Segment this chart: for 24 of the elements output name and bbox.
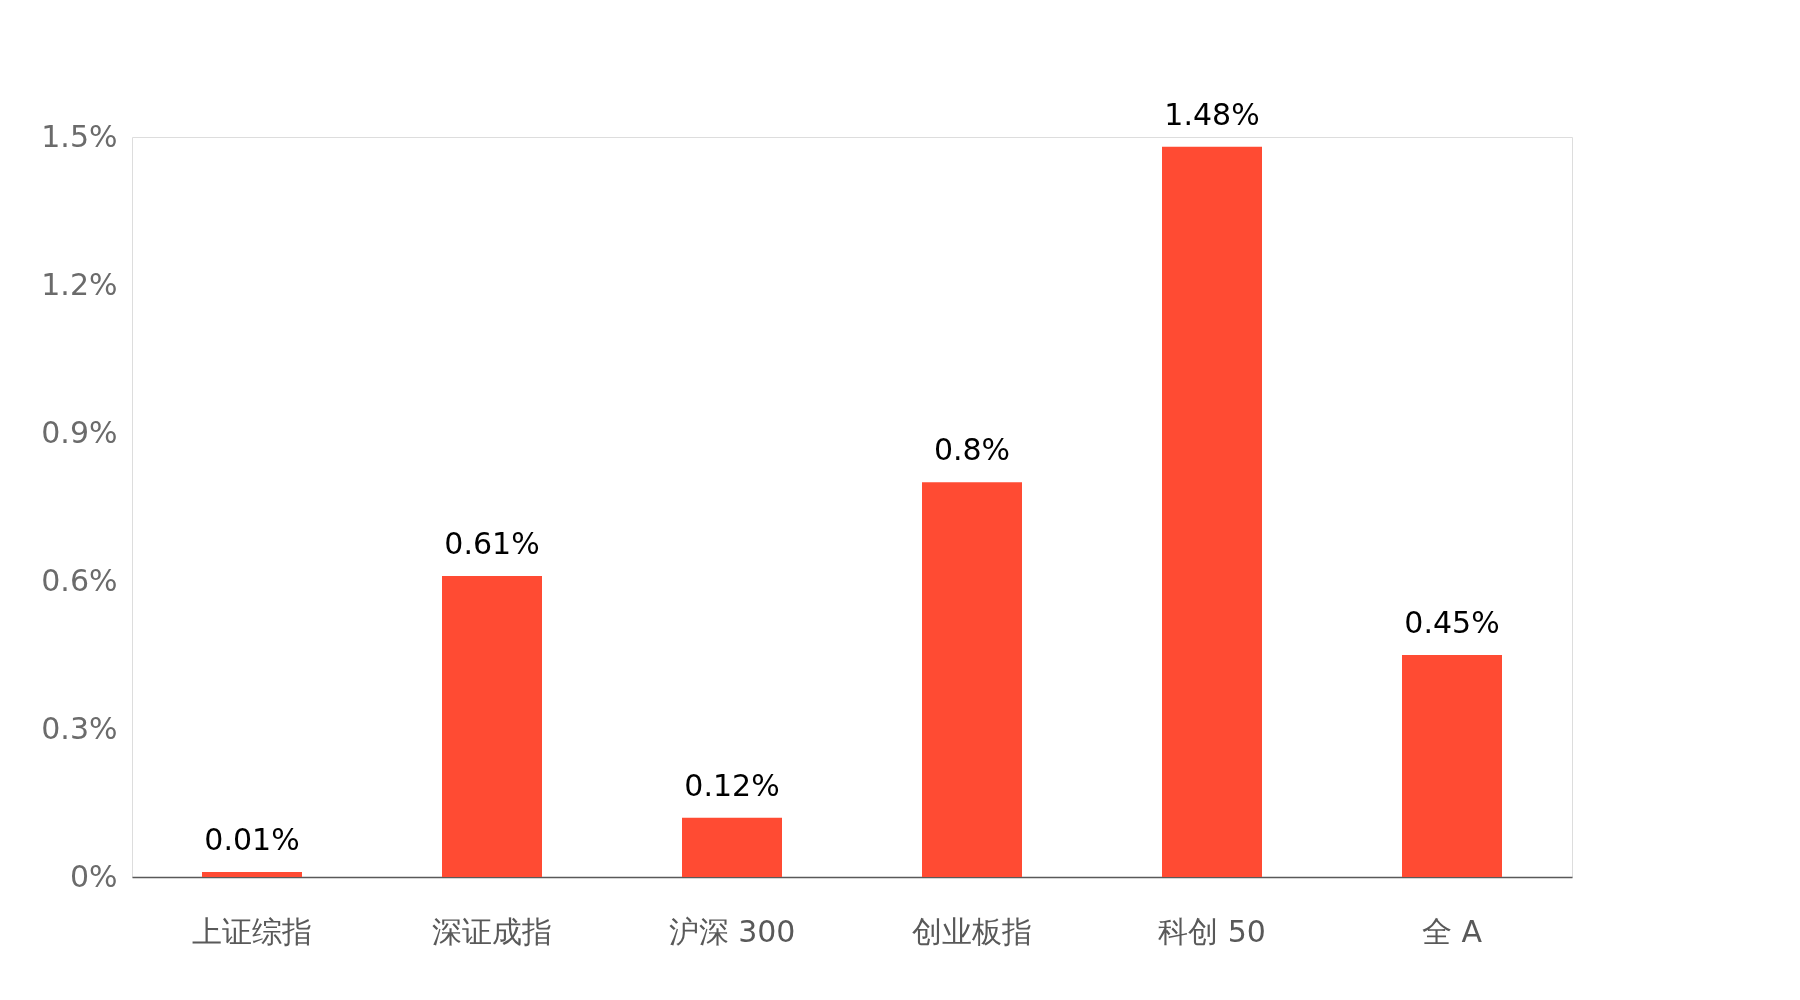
- bar: [202, 872, 302, 877]
- x-tick-label: 深证成指: [432, 913, 552, 949]
- x-tick-label: 创业板指: [912, 913, 1032, 949]
- y-tick-label: 0.9%: [41, 414, 118, 450]
- bar: [682, 817, 782, 877]
- x-tick-label: 全 A: [1421, 913, 1483, 949]
- data-label: 0.01%: [204, 822, 300, 858]
- y-tick-label: 1.2%: [41, 266, 118, 302]
- bar: [442, 576, 542, 877]
- data-label: 0.61%: [444, 526, 540, 562]
- x-tick-label: 沪深 300: [668, 913, 796, 949]
- data-label: 0.45%: [1404, 605, 1500, 640]
- data-label: 1.48%: [1164, 96, 1260, 132]
- x-tick-label: 上证综指: [192, 913, 312, 949]
- y-tick-label: 0.3%: [41, 710, 118, 746]
- y-tick-label: 0.6%: [41, 562, 118, 598]
- bar: [1162, 146, 1262, 877]
- x-tick-label: 科创 50: [1158, 913, 1266, 949]
- data-label: 0.12%: [684, 767, 780, 803]
- data-label: 0.8%: [933, 432, 1011, 468]
- y-tick-label: 0%: [69, 858, 118, 894]
- bar: [1402, 655, 1502, 877]
- y-tick-label: 1.5%: [41, 118, 118, 154]
- bar: [922, 482, 1022, 877]
